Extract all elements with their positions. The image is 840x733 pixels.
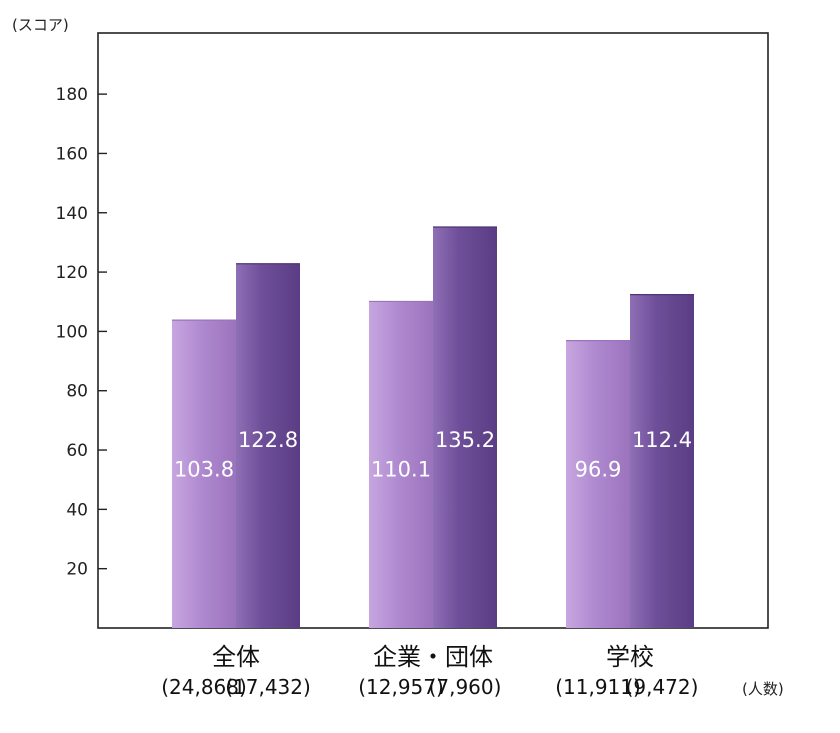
category-labels: 全体 企業・団体 学校 (212, 643, 654, 671)
y-tick-label: 60 (66, 441, 88, 461)
bar-value-label: 96.9 (575, 458, 622, 482)
bar-value-label: 122.8 (238, 428, 298, 452)
respondent-count-label: (12,957) (358, 675, 444, 699)
bar-value-label: 135.2 (435, 428, 495, 452)
respondent-count-label: (7,960) (429, 675, 502, 699)
bar-value-label: 103.8 (174, 458, 234, 482)
count-unit-label: (人数) (742, 680, 784, 698)
bars (172, 226, 694, 628)
y-axis-ticks: 20 40 60 80 100 120 140 160 180 (56, 85, 107, 580)
y-tick-label: 20 (66, 560, 88, 580)
bar-current-1 (433, 226, 497, 628)
respondent-count-label: (9,472) (626, 675, 699, 699)
bar-previous-0 (172, 320, 236, 628)
respondent-count-label: (24,868) (161, 675, 247, 699)
category-label: 学校 (606, 643, 654, 671)
category-label: 全体 (212, 643, 260, 671)
bar-previous-2 (566, 340, 630, 628)
y-tick-label: 140 (56, 204, 88, 224)
bar-previous-1 (369, 301, 433, 628)
y-tick-label: 120 (56, 263, 88, 283)
bar-value-label: 110.1 (371, 458, 431, 482)
bar-current-0 (236, 263, 300, 628)
category-label: 企業・団体 (373, 643, 493, 671)
respondent-count-label: (17,432) (225, 675, 311, 699)
y-tick-label: 40 (66, 500, 88, 520)
bar-value-label: 112.4 (632, 428, 692, 452)
y-tick-label: 100 (56, 322, 88, 342)
bar-current-2 (630, 294, 694, 628)
count-labels: (24,868)(17,432) (12,957)(7,960) (11,911)(… (161, 675, 698, 699)
y-tick-label: 160 (56, 144, 88, 164)
y-tick-label: 180 (56, 85, 88, 105)
y-axis-unit-label: (スコア) (12, 16, 69, 34)
y-tick-label: 80 (66, 382, 88, 402)
respondent-count-label: (11,911) (555, 675, 641, 699)
